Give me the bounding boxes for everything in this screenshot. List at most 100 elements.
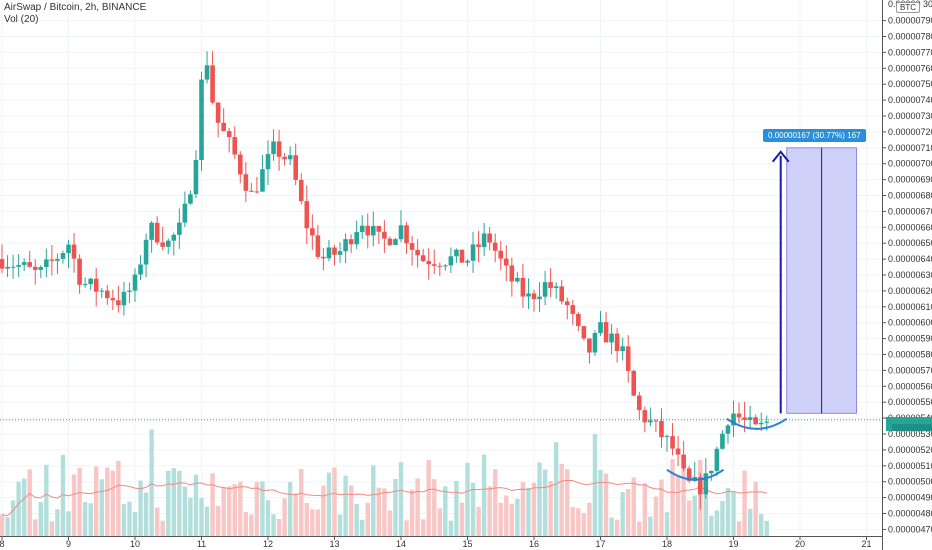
volume-bar — [33, 519, 38, 536]
candle-body — [143, 239, 149, 265]
candle-body — [138, 264, 143, 275]
price-tick-label: 0.00000730 — [888, 111, 932, 121]
candle-body — [753, 417, 758, 425]
price-tick-label: 0.00000530 — [888, 429, 932, 439]
candle-body — [437, 265, 443, 267]
volume-bar — [409, 489, 415, 536]
volume-bar — [365, 502, 370, 536]
candle-body — [321, 256, 326, 259]
volume-indicator-label[interactable]: Vol (20) — [4, 14, 39, 25]
time-tick-label: 18 — [662, 539, 672, 549]
volume-bar — [121, 504, 127, 536]
candle-body — [636, 395, 642, 411]
candle-body — [625, 346, 631, 371]
volume-bar — [143, 492, 149, 536]
price-tick-label: 0.00000750 — [888, 79, 932, 89]
volume-bar — [648, 516, 653, 536]
volume-moving-average — [1, 479, 767, 517]
price-tick-label: 0.00000650 — [888, 238, 932, 248]
candle-body — [199, 79, 204, 160]
time-tick-label: 9 — [66, 539, 71, 549]
volume-bar — [215, 506, 221, 536]
candle-body — [326, 247, 332, 259]
candle-body — [243, 174, 249, 191]
volume-bar — [138, 480, 143, 536]
candle-body — [470, 244, 476, 261]
candle-body — [537, 296, 542, 300]
volume-bar — [260, 481, 265, 536]
volume-bar — [709, 515, 714, 536]
candle-body — [27, 262, 33, 267]
price-tick-label: 0.00000520 — [888, 445, 932, 455]
price-tick-label: 0.00000590 — [888, 334, 932, 344]
volume-bar — [393, 478, 398, 536]
volume-bar — [232, 484, 237, 536]
volume-bar — [166, 470, 171, 536]
volume-bar — [99, 479, 104, 536]
chart-title: AirSwap / Bitcoin, 2h, BINANCE — [4, 2, 147, 13]
candle-body — [703, 473, 709, 495]
volume-bar — [598, 470, 603, 536]
volume-bar — [759, 513, 764, 536]
volume-bar — [764, 520, 769, 536]
candle-body — [304, 201, 310, 229]
volume-bars — [0, 429, 769, 536]
time-tick-label: 17 — [595, 539, 605, 549]
candle-body — [121, 291, 127, 306]
volume-bar — [5, 517, 10, 536]
volume-bar — [238, 481, 243, 536]
candle-body — [21, 262, 27, 265]
currency-unit-badge[interactable]: BTC — [896, 2, 920, 13]
volume-bar — [542, 469, 548, 536]
time-tick-label: 13 — [329, 539, 339, 549]
volume-bar — [304, 503, 309, 536]
volume-bar — [426, 460, 431, 536]
volume-bar — [293, 493, 298, 536]
volume-bar — [504, 495, 509, 536]
time-tick-label: 19 — [728, 539, 738, 549]
volume-bar — [720, 500, 725, 536]
candle-body — [714, 448, 720, 471]
candle-body — [570, 305, 576, 314]
price-tick-label: 0.00000560 — [888, 381, 932, 391]
volume-bar — [592, 434, 598, 536]
candle-body — [77, 258, 82, 285]
volume-bar — [10, 500, 16, 536]
time-tick-label: 11 — [197, 539, 206, 549]
volume-bar — [703, 487, 708, 536]
volume-bar — [470, 482, 476, 536]
candle-body — [731, 413, 736, 426]
candle-body — [520, 277, 526, 297]
volume-bar — [437, 508, 442, 536]
candle-body — [0, 259, 5, 269]
candle-body — [154, 222, 160, 243]
volume-bar — [254, 482, 260, 536]
volume-bar — [110, 470, 116, 536]
volume-bar — [681, 465, 686, 536]
candle-body — [60, 253, 66, 259]
candle-body — [559, 286, 565, 302]
candle-body — [620, 346, 625, 351]
volume-bar — [66, 511, 71, 536]
volume-bar — [271, 514, 276, 536]
candle-body — [276, 141, 282, 157]
candle-body — [709, 470, 714, 474]
volume-bar — [16, 481, 21, 536]
volume-bar — [21, 478, 27, 536]
volume-bar — [603, 473, 609, 536]
time-tick-label: 20 — [795, 539, 805, 549]
price-tick-label: 0.00000500 — [888, 477, 932, 487]
price-tick-label: 0.00000640 — [888, 254, 932, 264]
candle-body — [188, 194, 193, 204]
volume-bar — [731, 491, 736, 536]
candle-body — [343, 239, 348, 252]
price-tick-label: 0.00000630 — [888, 270, 932, 280]
volume-bar — [315, 509, 321, 536]
volume-bar — [321, 485, 326, 536]
price-tick-label: 0.00000550 — [888, 397, 932, 407]
time-axis[interactable]: 8 9 10 11 12 13 14 15 16 17 18 19 20 21 — [0, 536, 882, 549]
price-tick-label: 0.00000760 — [888, 63, 932, 73]
price-axis[interactable]: 0.00000 3000.000007900.000007800.0000077… — [882, 0, 932, 550]
volume-bar — [249, 514, 254, 536]
